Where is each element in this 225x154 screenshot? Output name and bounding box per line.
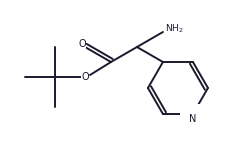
Text: N: N bbox=[188, 114, 196, 124]
Text: O: O bbox=[81, 72, 88, 82]
Text: O: O bbox=[78, 39, 86, 49]
Text: NH$_2$: NH$_2$ bbox=[164, 23, 183, 35]
